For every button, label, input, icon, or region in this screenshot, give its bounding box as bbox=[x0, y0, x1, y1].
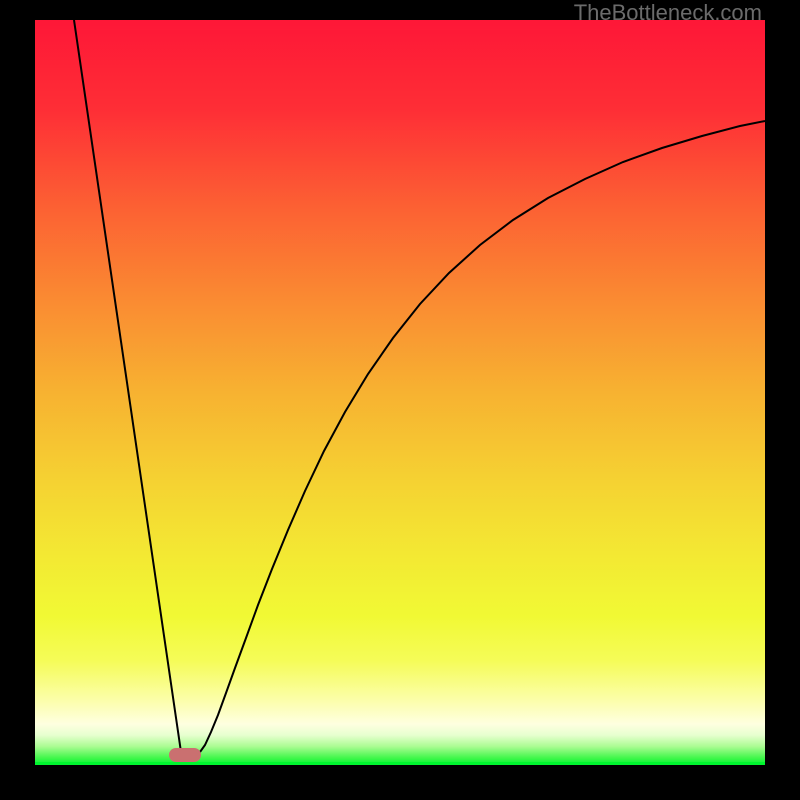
watermark-text: TheBottleneck.com bbox=[574, 0, 762, 26]
sweet-spot-marker bbox=[169, 748, 201, 762]
chart-svg bbox=[35, 20, 765, 765]
gradient-bg bbox=[35, 20, 765, 765]
bottom-green-strip bbox=[35, 762, 765, 765]
chart-plot-area bbox=[35, 20, 765, 765]
